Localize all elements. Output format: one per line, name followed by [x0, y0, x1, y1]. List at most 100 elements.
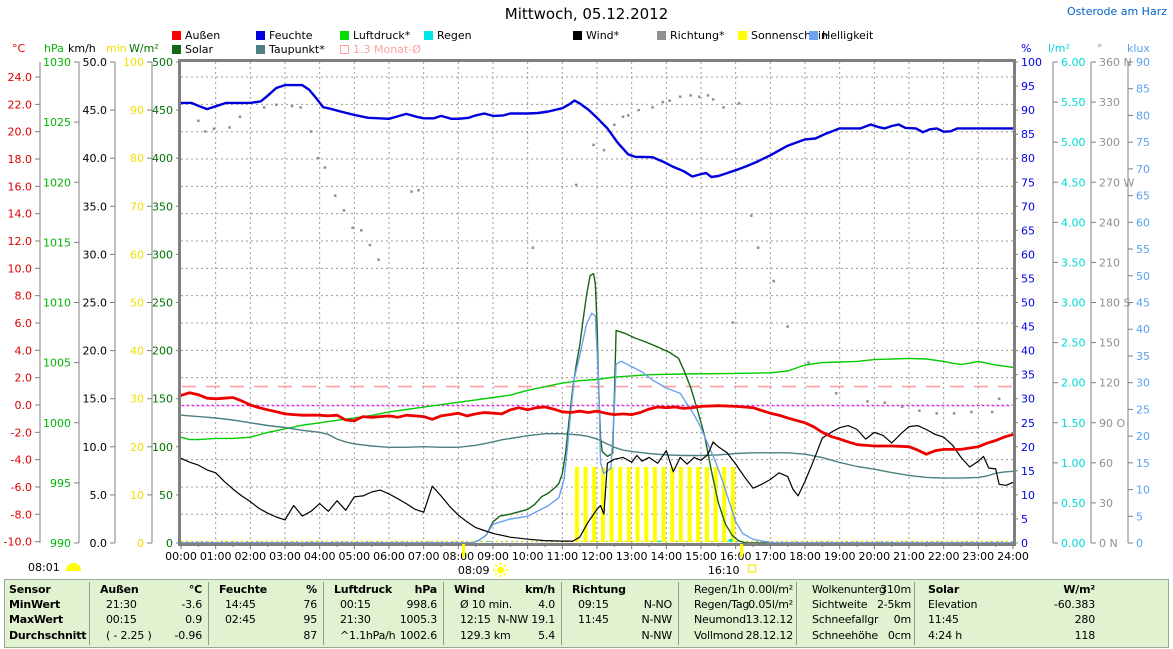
legend-label: Außen — [185, 29, 221, 42]
info-value: 2-5km — [876, 598, 911, 611]
richtung-dot — [786, 325, 789, 328]
table-separator — [443, 582, 444, 645]
axis-unit-dir: ° — [1097, 42, 1103, 55]
legend-item-sonnenschein: Sonnenschein — [738, 29, 828, 42]
legend-label: Helligkeit — [822, 29, 874, 42]
x-axis-label: 12:00 — [581, 550, 613, 563]
legend-square-icon — [256, 45, 265, 54]
richtung-dot — [531, 246, 535, 249]
richtung-dot — [299, 106, 302, 109]
axis-tick-label-sunmin: 30 — [130, 393, 144, 406]
richtung-dot — [238, 115, 242, 119]
regen-bar — [728, 538, 733, 542]
richtung-dot — [756, 246, 760, 249]
axis-tick-label-windspd: 15.0 — [83, 393, 108, 406]
legend-label: Feuchte — [269, 29, 313, 42]
row-header-minwert: MinWert — [9, 598, 61, 611]
legend-open-square-icon — [340, 45, 349, 54]
axis-tick-label-temp: -8.0 — [11, 508, 32, 521]
stat-label: 11:45 — [928, 613, 959, 626]
sunrise-time: 08:09 — [458, 564, 490, 577]
x-axis-label: 21:00 — [893, 550, 925, 563]
info-label: Neumond — [694, 613, 746, 626]
axis-tick-label-temp: 16.0 — [8, 180, 33, 193]
stat-label: ( - 2.25 ) — [106, 629, 152, 642]
axis-tick-label-pct: 100 — [1021, 56, 1042, 69]
stat-value: N-NW 19.1 — [497, 613, 556, 626]
x-axis-label: 17:00 — [754, 550, 786, 563]
legend-label: Richtung* — [670, 29, 725, 42]
stat-value: 1005.3 — [399, 613, 437, 626]
axis-tick-label-windspd: 0.0 — [90, 537, 108, 550]
axis-tick-label-klux: 65 — [1136, 190, 1150, 203]
col-header-wind: Wind — [454, 583, 485, 596]
stat-label: 09:15 — [578, 598, 609, 611]
col-header-solar: Solar — [928, 583, 960, 596]
sonnenschein-bar — [618, 467, 623, 542]
axis-tick-label-klux: 30 — [1136, 377, 1150, 390]
col-unit: km/h — [525, 583, 555, 596]
current-time-label: 08:01 — [28, 561, 60, 574]
axis-tick-label-sunmin: 90 — [130, 104, 144, 117]
richtung-dot — [706, 94, 710, 97]
axis-tick-label-rain: 1.00 — [1061, 457, 1086, 470]
axis-tick-label-temp: 10.0 — [8, 262, 33, 275]
info-value: 13.12.12 — [745, 613, 794, 626]
stat-label: 12:15 — [460, 613, 491, 626]
stat-label: 11:45 — [578, 613, 609, 626]
richtung-dot — [410, 190, 413, 193]
axis-tick-label-klux: 25 — [1136, 403, 1150, 416]
legend-square-icon — [256, 31, 265, 40]
richtung-dot — [883, 401, 886, 404]
axis-tick-label-press: 990 — [50, 537, 71, 550]
axis-tick-label-klux: 10 — [1136, 484, 1150, 497]
x-axis-label: 08:00 — [442, 550, 474, 563]
axis-tick-label-sunmin: 40 — [130, 345, 144, 358]
axis-tick-label-dir: 210 — [1099, 256, 1120, 269]
legend-label: Regen — [437, 29, 472, 42]
table-separator — [914, 582, 915, 645]
legend-item-helligkeit: Helligkeit — [809, 29, 874, 42]
stat-value: 87 — [303, 629, 317, 642]
axis-tick-label-temp: 12.0 — [8, 235, 33, 248]
stat-value: 4.0 — [538, 598, 555, 611]
axis-tick-label-pct: 50 — [1021, 297, 1035, 310]
axis-tick-label-klux: 20 — [1136, 430, 1150, 443]
info-value: 0.05l/m² — [748, 598, 793, 611]
axis-tick-label-rain: 2.00 — [1061, 377, 1086, 390]
col-header-au-en: Außen — [100, 583, 139, 596]
stat-label: ^1.1hPa/h — [340, 629, 396, 642]
legend-label: Taupunkt* — [269, 43, 325, 56]
stat-value: 95 — [303, 613, 317, 626]
legend-item-luftdruck-: Luftdruck* — [340, 29, 410, 42]
richtung-dot — [711, 98, 715, 101]
axis-tick-label-windspd: 50.0 — [83, 56, 108, 69]
richtung-dot — [592, 143, 595, 147]
x-axis-label: 24:00 — [997, 550, 1029, 563]
sonnenschein-bar — [635, 467, 640, 542]
info-label: Vollmond — [694, 629, 744, 642]
axis-tick-label-rain: 2.50 — [1061, 337, 1086, 350]
axis-tick-label-press: 1020 — [43, 176, 71, 189]
axis-tick-label-pct: 55 — [1021, 272, 1035, 285]
table-separator — [323, 582, 324, 645]
series-taupunkt — [180, 414, 1014, 479]
richtung-dot — [997, 397, 1001, 400]
x-axis-label: 22:00 — [928, 550, 960, 563]
richtung-dot — [212, 127, 216, 131]
half-sun-icon — [65, 563, 81, 571]
sonnenschein-bar — [583, 467, 588, 542]
axis-tick-label-windspd: 40.0 — [83, 152, 108, 165]
axis-tick-label-temp: 22.0 — [8, 98, 33, 111]
x-axis-label: 03:00 — [269, 550, 301, 563]
axis-tick-label-solar: 350 — [152, 200, 173, 213]
x-axis-label: 02:00 — [234, 550, 266, 563]
legend-square-icon — [424, 31, 433, 40]
stat-value: 1002.6 — [399, 629, 437, 642]
richtung-dot — [626, 114, 630, 117]
legend-label: 1.3 Monat-Ø — [353, 43, 421, 56]
x-axis-label: 04:00 — [304, 550, 336, 563]
sonnenschein-bar — [730, 467, 735, 542]
axis-tick-label-pct: 0 — [1021, 537, 1028, 550]
axis-tick-label-pct: 10 — [1021, 489, 1035, 502]
